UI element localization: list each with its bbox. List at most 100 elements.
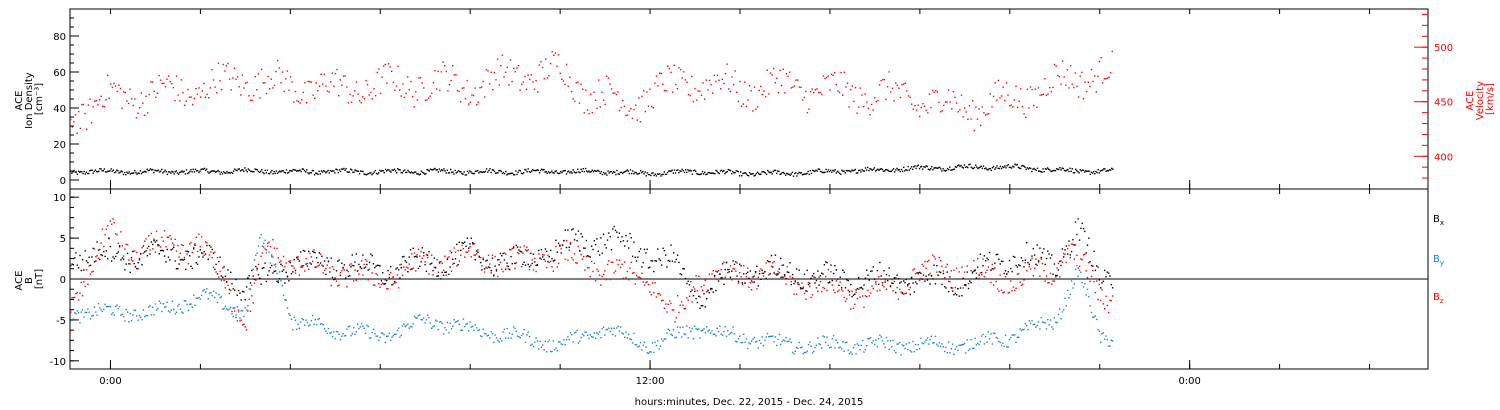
data-point	[1014, 163, 1016, 165]
data-point	[550, 350, 552, 353]
data-point	[290, 318, 293, 320]
data-point	[346, 328, 348, 330]
data-point	[297, 256, 299, 258]
data-point	[929, 283, 931, 285]
data-point	[512, 245, 515, 248]
data-point	[1100, 287, 1102, 289]
data-point	[254, 168, 256, 170]
data-point	[1112, 168, 1114, 170]
data-point	[278, 261, 281, 263]
data-point	[98, 170, 100, 172]
data-point	[346, 171, 348, 173]
data-point	[186, 303, 188, 306]
data-point	[901, 84, 903, 86]
data-point	[552, 340, 554, 342]
x-axis: 0:00 12:00 0:00	[99, 9, 1371, 387]
data-point	[593, 169, 596, 172]
data-point	[534, 261, 536, 263]
data-point	[108, 237, 110, 240]
data-point	[798, 341, 800, 344]
data-point	[999, 263, 1001, 265]
data-point	[531, 262, 533, 265]
data-point	[80, 269, 82, 272]
data-point	[306, 265, 309, 267]
data-point	[457, 319, 459, 322]
data-point	[81, 295, 84, 297]
data-point	[823, 287, 826, 290]
data-point	[436, 320, 438, 322]
data-point	[1072, 172, 1075, 174]
data-point	[180, 171, 182, 173]
data-point	[224, 287, 227, 289]
data-point	[762, 275, 765, 277]
data-point	[1096, 171, 1098, 174]
data-point	[888, 348, 890, 350]
data-point	[949, 276, 951, 278]
data-point	[1072, 287, 1074, 289]
data-point	[598, 274, 601, 276]
data-point	[354, 261, 356, 263]
data-point	[382, 332, 384, 335]
data-point	[254, 76, 256, 78]
data-point	[983, 276, 986, 278]
data-point	[227, 309, 229, 311]
data-point	[322, 324, 324, 326]
data-point	[363, 327, 365, 329]
data-point	[1043, 248, 1045, 250]
data-point	[701, 170, 704, 173]
data-point	[969, 348, 971, 350]
data-point	[416, 99, 419, 101]
data-point	[856, 112, 858, 114]
data-point	[866, 295, 868, 298]
data-point	[809, 170, 812, 172]
data-point	[717, 269, 720, 272]
data-point	[330, 81, 332, 83]
data-point	[107, 257, 109, 260]
data-point	[509, 332, 511, 334]
data-point	[463, 87, 465, 89]
data-point	[914, 343, 917, 346]
data-point	[278, 171, 280, 173]
data-point	[155, 309, 158, 311]
data-point	[707, 171, 709, 174]
data-point	[741, 283, 744, 285]
data-point	[96, 241, 98, 243]
data-point	[912, 340, 914, 343]
data-point	[977, 266, 979, 268]
data-point	[765, 277, 767, 280]
data-point	[507, 268, 510, 270]
data-point	[620, 240, 622, 243]
data-point	[587, 334, 589, 336]
data-point	[1018, 100, 1020, 102]
data-point	[449, 266, 451, 268]
data-point	[392, 276, 394, 278]
data-point	[240, 169, 243, 171]
data-point	[630, 261, 632, 264]
data-point	[92, 106, 94, 108]
data-point	[546, 77, 549, 79]
data-point	[973, 270, 975, 272]
data-point	[1028, 320, 1030, 322]
data-point	[881, 282, 884, 284]
data-point	[379, 92, 382, 95]
data-point	[561, 171, 563, 174]
data-point	[427, 256, 429, 259]
data-point	[300, 170, 302, 173]
data-point	[999, 97, 1001, 99]
data-point	[781, 340, 783, 343]
data-point	[249, 288, 252, 290]
data-point	[601, 275, 603, 278]
data-point	[173, 308, 175, 311]
data-point	[907, 165, 909, 168]
data-point	[325, 273, 327, 275]
data-point	[1060, 264, 1062, 267]
data-point	[298, 170, 300, 172]
data-point	[399, 89, 401, 91]
data-point	[988, 168, 990, 170]
data-point	[248, 169, 251, 171]
data-point	[453, 74, 455, 76]
data-point	[568, 170, 570, 172]
data-point	[876, 169, 878, 171]
data-point	[682, 326, 684, 328]
